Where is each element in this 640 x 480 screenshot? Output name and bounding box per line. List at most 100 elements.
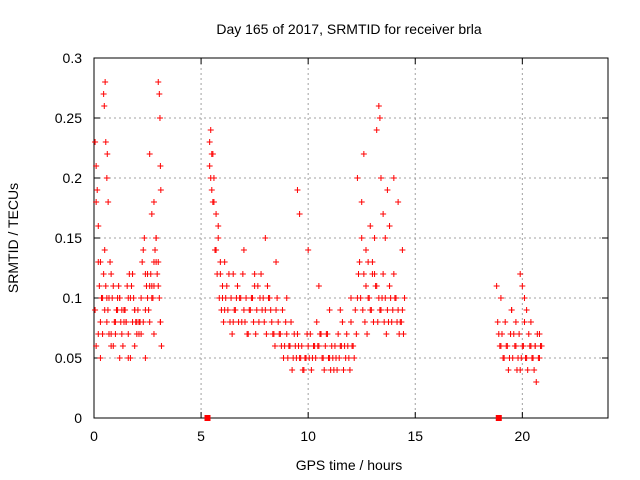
data-point xyxy=(103,175,110,181)
data-point xyxy=(536,331,543,337)
data-point xyxy=(262,235,269,241)
data-point xyxy=(150,331,157,337)
data-point xyxy=(334,367,341,373)
data-point xyxy=(390,271,397,277)
y-tick-label: 0.2 xyxy=(63,170,83,186)
data-point xyxy=(314,343,321,349)
data-point xyxy=(108,331,115,337)
data-point xyxy=(294,187,301,193)
data-point xyxy=(148,211,155,217)
data-point xyxy=(107,259,114,265)
data-point xyxy=(138,295,145,301)
data-point xyxy=(352,307,359,313)
data-point xyxy=(146,319,153,325)
zero-marker xyxy=(204,415,211,421)
data-point xyxy=(246,307,253,313)
data-point xyxy=(354,175,361,181)
data-point xyxy=(339,319,346,325)
data-point xyxy=(361,319,368,325)
data-point xyxy=(391,295,398,301)
data-point xyxy=(524,367,531,373)
data-point xyxy=(274,295,281,301)
data-point xyxy=(321,367,328,373)
data-point xyxy=(99,295,106,301)
data-point xyxy=(383,331,390,337)
data-point xyxy=(526,343,533,349)
data-point xyxy=(254,283,261,289)
data-point xyxy=(228,295,235,301)
x-tick-label: 0 xyxy=(90,428,98,444)
data-point xyxy=(329,355,336,361)
data-point xyxy=(222,295,229,301)
data-point xyxy=(523,307,530,313)
data-point xyxy=(131,343,138,349)
data-point xyxy=(215,235,222,241)
data-point xyxy=(283,331,290,337)
data-point xyxy=(155,283,162,289)
data-point xyxy=(100,91,107,97)
data-point xyxy=(250,319,257,325)
data-point xyxy=(94,187,101,193)
data-point xyxy=(155,79,162,85)
data-point xyxy=(535,355,542,361)
data-point xyxy=(362,283,369,289)
data-point xyxy=(140,247,147,253)
data-point xyxy=(216,295,223,301)
data-point xyxy=(219,283,226,289)
data-point xyxy=(95,223,102,229)
data-point xyxy=(110,283,117,289)
data-point xyxy=(284,355,291,361)
data-point xyxy=(527,319,534,325)
data-point xyxy=(101,307,108,313)
data-point xyxy=(511,343,518,349)
data-point xyxy=(531,367,538,373)
y-axis-label: SRMTID / TECUs xyxy=(5,183,21,293)
data-point xyxy=(142,307,149,313)
data-point xyxy=(115,283,122,289)
data-point xyxy=(93,343,100,349)
y-tick-label: 0.3 xyxy=(63,50,83,66)
data-point xyxy=(128,283,135,289)
data-point xyxy=(103,319,110,325)
data-point xyxy=(501,355,508,361)
data-point xyxy=(273,259,280,265)
data-point xyxy=(308,367,315,373)
y-tick-label: 0.05 xyxy=(55,350,82,366)
data-point xyxy=(398,319,405,325)
data-point xyxy=(379,295,386,301)
data-point xyxy=(327,367,334,373)
data-point xyxy=(520,343,527,349)
data-point xyxy=(537,343,544,349)
data-point xyxy=(142,355,149,361)
data-point xyxy=(401,295,408,301)
data-point xyxy=(93,199,100,205)
data-point xyxy=(365,259,372,265)
data-point xyxy=(239,271,246,277)
data-point xyxy=(331,343,338,349)
data-point xyxy=(118,331,125,337)
data-point xyxy=(399,247,406,253)
data-point xyxy=(109,295,116,301)
data-point xyxy=(286,343,293,349)
data-point xyxy=(156,295,163,301)
data-point xyxy=(366,295,373,301)
data-point xyxy=(337,307,344,313)
data-point xyxy=(255,319,262,325)
data-point xyxy=(509,355,516,361)
data-point xyxy=(299,367,306,373)
data-point xyxy=(138,331,145,337)
data-point xyxy=(348,319,354,325)
data-point xyxy=(269,331,276,337)
data-point xyxy=(97,355,104,361)
data-point xyxy=(221,259,228,265)
data-point xyxy=(380,271,387,277)
data-point xyxy=(92,139,99,145)
data-point xyxy=(360,271,367,277)
data-point xyxy=(93,163,100,169)
data-point xyxy=(100,271,107,277)
data-point xyxy=(265,295,272,301)
data-point xyxy=(322,343,329,349)
data-point xyxy=(209,151,216,157)
data-point xyxy=(497,295,504,301)
